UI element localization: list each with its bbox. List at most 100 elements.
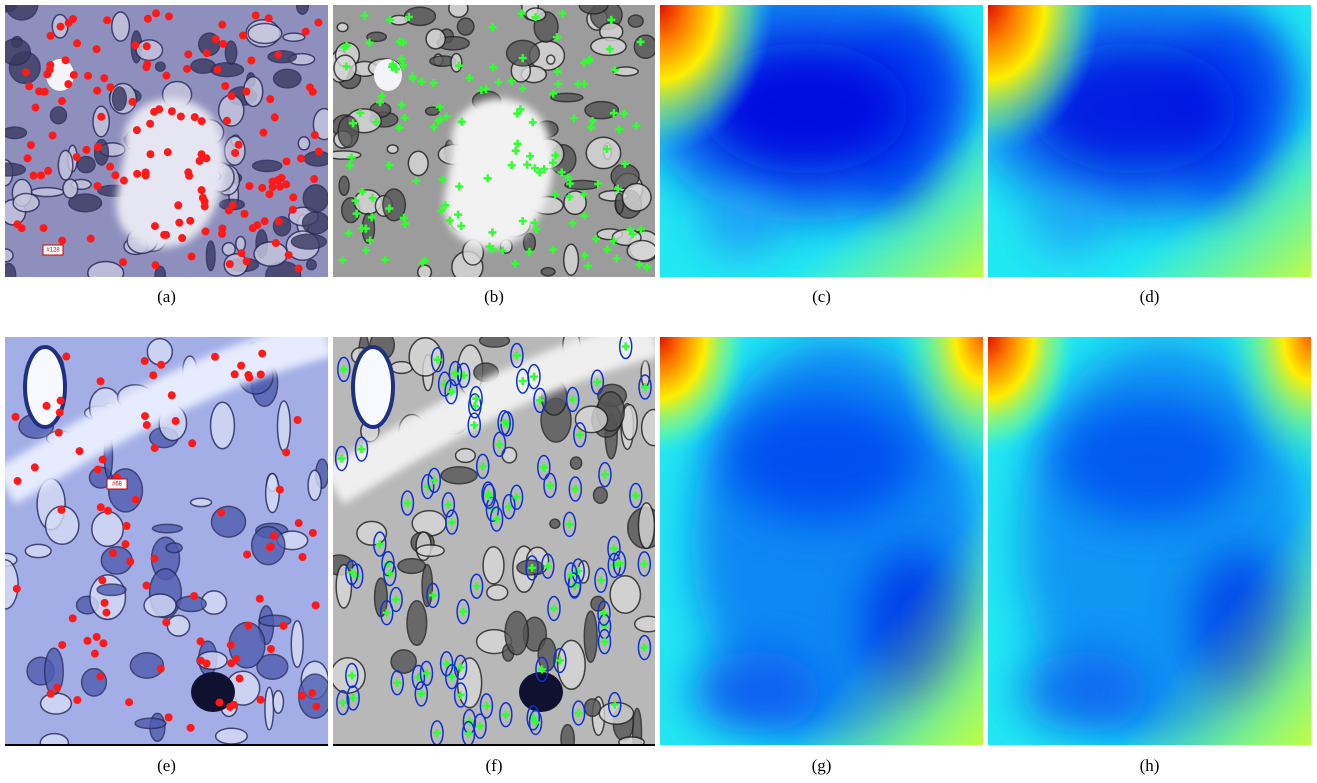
cell [641, 361, 650, 387]
detection-dot [188, 439, 196, 447]
detection-dot [98, 576, 106, 584]
cell [622, 183, 651, 211]
detection-dot [243, 550, 251, 558]
cell [635, 616, 662, 631]
cell [3, 127, 27, 138]
caption: (g) [812, 756, 832, 775]
cell [338, 116, 358, 147]
cell [387, 145, 398, 154]
detection-dot [47, 32, 55, 40]
detection-dot [198, 117, 206, 125]
detection-dot [231, 370, 239, 378]
panel-image [972, 0, 1311, 277]
cell [25, 544, 51, 557]
detection-dot [84, 72, 92, 80]
detection-dot [211, 353, 219, 361]
cell [579, 0, 608, 14]
detection-dot [142, 168, 150, 176]
detection-dot [256, 595, 264, 603]
detection-dot [132, 496, 140, 504]
detection-dot [99, 639, 107, 647]
detection-dot [62, 56, 70, 64]
detection-dot [93, 45, 101, 53]
detection-dot [198, 186, 206, 194]
detection-dot [191, 113, 199, 121]
cell [113, 87, 127, 110]
cell [337, 23, 348, 32]
figure: #128(a)(b)(c)(d)#68(e)(f)(g)(h) [0, 0, 1317, 783]
detection-dot [97, 377, 105, 385]
detection-dot [141, 412, 149, 420]
caption: (b) [484, 287, 504, 306]
detection-dot [172, 417, 180, 425]
cell [144, 594, 176, 617]
detection-dot [164, 148, 172, 156]
cell [591, 37, 626, 55]
detection-dot [245, 622, 253, 630]
cell [206, 241, 215, 271]
detection-dot [152, 9, 160, 17]
detection-dot [215, 699, 223, 707]
annotation: #68 [112, 482, 123, 488]
cell [571, 457, 582, 469]
detection-dot [295, 265, 303, 273]
cell [51, 107, 67, 124]
detection-dot [73, 153, 81, 161]
cell [152, 524, 182, 532]
detection-dot [129, 98, 137, 106]
detection-dot [168, 391, 176, 399]
detection-dot [302, 28, 310, 36]
cell [31, 188, 64, 197]
detection-dot [177, 112, 185, 120]
cell [268, 51, 296, 63]
detection-dot [93, 633, 101, 641]
cell [585, 699, 601, 716]
detection-dot [87, 235, 95, 243]
detection-dot [229, 201, 237, 209]
detection-dot [151, 222, 159, 230]
detection-dot [275, 217, 283, 225]
cell [628, 15, 643, 27]
detection-dot [312, 703, 320, 711]
detection-dot [101, 599, 109, 607]
cell [455, 449, 475, 463]
detection-dot [30, 172, 38, 180]
cell [156, 62, 166, 71]
detection-dot [73, 39, 81, 47]
detection-dot [311, 131, 319, 139]
detection-dot [187, 724, 195, 732]
cell [265, 687, 274, 730]
detection-dot [202, 154, 210, 162]
detection-dot [31, 463, 39, 471]
detection-dot [13, 220, 21, 228]
cell [487, 585, 508, 600]
cell [558, 640, 586, 689]
detection-dot [238, 249, 246, 257]
detection-dot [151, 555, 159, 563]
cell [307, 260, 317, 270]
cell [291, 234, 326, 249]
cell [277, 401, 290, 451]
detection-dot [218, 21, 226, 29]
warm-edge [988, 337, 1311, 745]
cell [426, 29, 445, 49]
cell [633, 708, 642, 756]
detection-dot [91, 650, 99, 658]
detection-dot [31, 104, 39, 112]
detection-dot [75, 447, 83, 455]
detection-dot [289, 193, 297, 201]
warm-edge [660, 337, 983, 745]
warm-edge [988, 5, 1311, 277]
cell [0, 163, 25, 176]
detection-dot [283, 157, 291, 165]
detection-dot [270, 532, 278, 540]
detection-dot [82, 146, 90, 154]
detection-dot [64, 80, 72, 88]
panel-image [0, 337, 331, 753]
detection-dot [99, 456, 107, 464]
cell [212, 506, 246, 537]
detection-dot [22, 68, 30, 76]
detection-dot [212, 35, 220, 43]
detection-dot [272, 239, 280, 247]
cell [336, 565, 351, 608]
